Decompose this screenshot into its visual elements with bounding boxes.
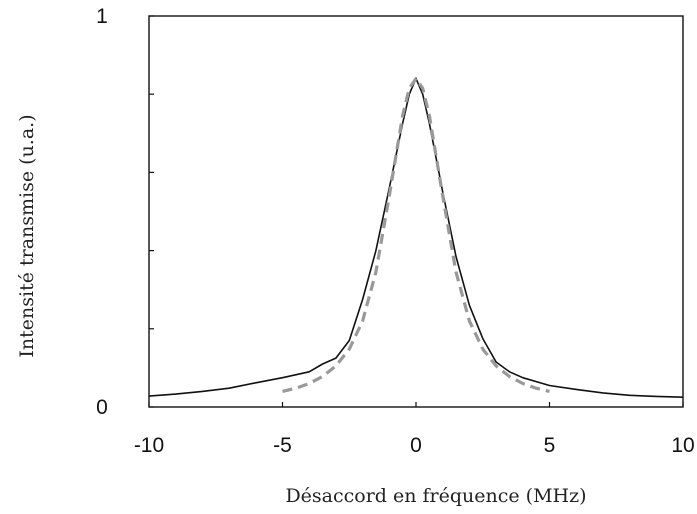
x-axis-label: Désaccord en fréquence (MHz) [285,485,586,507]
x-tick-labels: -10 -5 0 5 10 [134,434,695,457]
measured-curve [148,77,684,398]
x-tick-label: 10 [671,434,694,457]
y-axis-ticks [149,15,154,408]
x-tick-label: 0 [410,434,422,457]
x-tick-label: -10 [134,434,164,457]
x-axis-ticks [148,402,684,407]
y-tick-label: 1 [96,5,108,28]
y-tick-label: 0 [96,396,108,419]
plot-frame [148,15,684,408]
x-tick-label: 5 [544,434,556,457]
x-tick-label: -5 [273,434,292,457]
y-tick-labels: 01 [96,5,108,419]
series-layer [148,76,684,398]
fit-curve-dashed [282,76,550,393]
y-axis-label: Intensité transmise (u.a.) [16,114,38,357]
